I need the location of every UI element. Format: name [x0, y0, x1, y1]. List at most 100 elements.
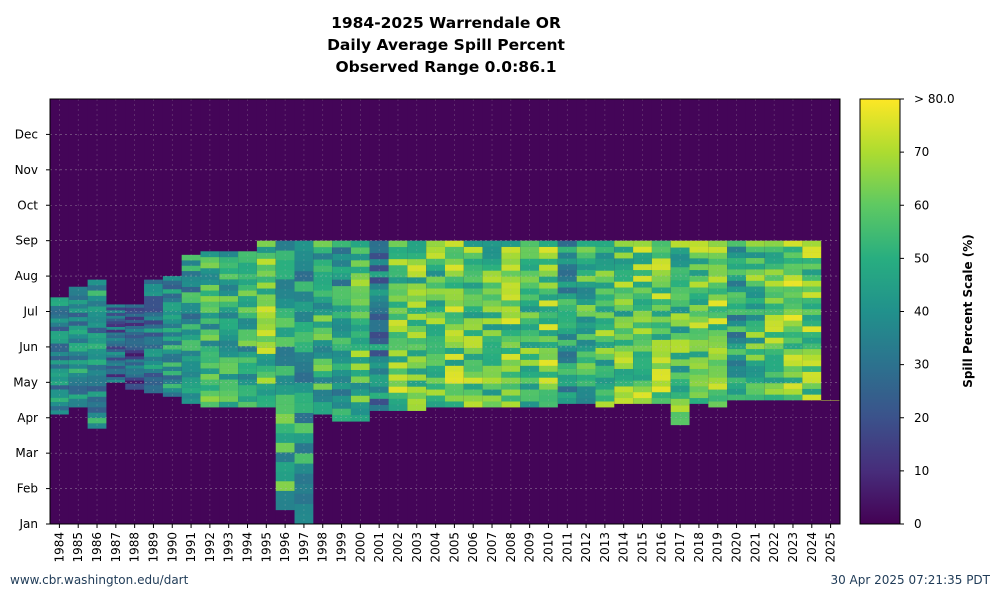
- heatmap-cell: [708, 383, 728, 390]
- heatmap-cell: [689, 293, 709, 300]
- x-tick-label: 1998: [316, 532, 330, 563]
- heatmap-cell: [50, 364, 70, 369]
- heatmap-cell: [294, 271, 314, 282]
- heatmap-cell: [144, 360, 164, 365]
- heatmap-cell: [651, 333, 672, 340]
- heatmap-cell: [764, 246, 785, 253]
- heatmap-cell: [633, 391, 653, 399]
- heatmap-cell: [595, 383, 615, 390]
- heatmap-cell: [539, 371, 559, 378]
- heatmap-cell: [68, 364, 89, 369]
- heatmap-cell: [219, 318, 239, 324]
- heatmap-cell: [633, 293, 653, 300]
- x-tick-label: 1997: [297, 532, 311, 563]
- heatmap-cell: [407, 325, 427, 333]
- heatmap-cell: [595, 300, 615, 307]
- heatmap-cell: [783, 269, 803, 276]
- heatmap-cell: [144, 348, 164, 353]
- x-tick-label: 2012: [579, 532, 593, 563]
- heatmap-cell: [256, 264, 277, 271]
- heatmap-cell: [463, 317, 484, 325]
- heatmap-cell: [633, 269, 653, 276]
- heatmap-cell: [557, 368, 578, 375]
- heatmap-cell: [614, 281, 634, 288]
- heatmap-cell: [106, 360, 126, 364]
- heatmap-cell: [256, 246, 277, 253]
- heatmap-cell: [745, 269, 766, 276]
- heatmap-cell: [689, 397, 709, 404]
- x-tick-label: 2011: [560, 532, 574, 563]
- heatmap-cell: [539, 365, 559, 372]
- heatmap-cell: [125, 365, 145, 369]
- heatmap-cell: [162, 301, 183, 307]
- heatmap-cell: [539, 329, 559, 337]
- x-tick-label: 2016: [654, 532, 668, 563]
- heatmap-cell: [445, 353, 465, 360]
- heatmap-cell: [388, 392, 408, 399]
- heatmap-cell: [745, 246, 766, 253]
- heatmap-cell: [445, 270, 465, 277]
- heatmap-cell: [557, 327, 578, 335]
- heatmap-cell: [350, 253, 371, 261]
- heatmap-cell: [727, 257, 747, 264]
- heatmap-cell: [595, 353, 615, 360]
- heatmap-cell: [350, 285, 371, 293]
- heatmap-cell: [125, 334, 145, 339]
- heatmap-cell: [388, 301, 408, 308]
- heatmap-cell: [426, 240, 446, 247]
- heatmap-cell: [238, 295, 258, 302]
- heatmap-cell: [332, 363, 352, 370]
- heatmap-cell: [350, 260, 371, 267]
- heatmap-cell: [350, 337, 371, 345]
- heatmap-cell: [651, 357, 672, 364]
- heatmap-cell: [482, 329, 502, 337]
- heatmap-cell: [802, 246, 822, 253]
- heatmap-cell: [783, 365, 803, 372]
- heatmap-cell: [463, 300, 484, 307]
- heatmap-cell: [539, 353, 559, 360]
- heatmap-cell: [501, 300, 521, 307]
- heatmap-cell: [539, 395, 559, 402]
- heatmap-cell: [407, 295, 427, 302]
- heatmap-cell: [539, 288, 559, 295]
- heatmap-cell: [764, 377, 785, 384]
- timestamp: 30 Apr 2025 07:21:35 PDT: [830, 573, 990, 587]
- heatmap-cell: [426, 359, 446, 366]
- heatmap-cell: [369, 337, 390, 345]
- heatmap-cell: [689, 362, 709, 369]
- source-url[interactable]: www.cbr.washington.edu/dart: [10, 573, 189, 587]
- heatmap-cell: [595, 288, 615, 295]
- heatmap-cell: [238, 334, 258, 341]
- heatmap-cell: [745, 303, 766, 310]
- heatmap-cell: [576, 304, 596, 311]
- heatmap-cell: [764, 394, 785, 401]
- heatmap-cell: [200, 384, 220, 391]
- heatmap-cell: [520, 347, 540, 354]
- heatmap-cell: [68, 372, 89, 378]
- heatmap-cell: [501, 383, 521, 390]
- heatmap-cell: [802, 337, 822, 344]
- heatmap-cell: [426, 401, 446, 408]
- heatmap-cell: [651, 304, 672, 311]
- heatmap-cell: [614, 258, 634, 265]
- heatmap-cell: [445, 246, 465, 253]
- heatmap-cell: [463, 401, 484, 408]
- heatmap-cell: [181, 307, 201, 314]
- y-axis: Jan Feb Mar Apr May Jun Jul Aug Sep Oct Nov Dec: [13, 127, 50, 531]
- heatmap-cell: [238, 290, 258, 297]
- heatmap-cell: [68, 385, 89, 391]
- heatmap-cell: [426, 276, 446, 283]
- heatmap-cell: [633, 327, 653, 335]
- heatmap-cell: [144, 303, 164, 309]
- heatmap-cell: [181, 387, 201, 394]
- heatmap-cell: [614, 345, 634, 352]
- heatmap-cell: [633, 281, 653, 288]
- heatmap-cell: [50, 355, 70, 361]
- heatmap-cell: [501, 246, 521, 253]
- chart-range-text: Observed Range 0.0:86.1: [335, 58, 557, 76]
- heatmap-cell: [689, 258, 709, 265]
- heatmap-cell: [369, 313, 390, 320]
- heatmap-cell: [125, 386, 145, 390]
- heatmap-cell: [520, 389, 540, 396]
- heatmap-cell: [219, 251, 239, 258]
